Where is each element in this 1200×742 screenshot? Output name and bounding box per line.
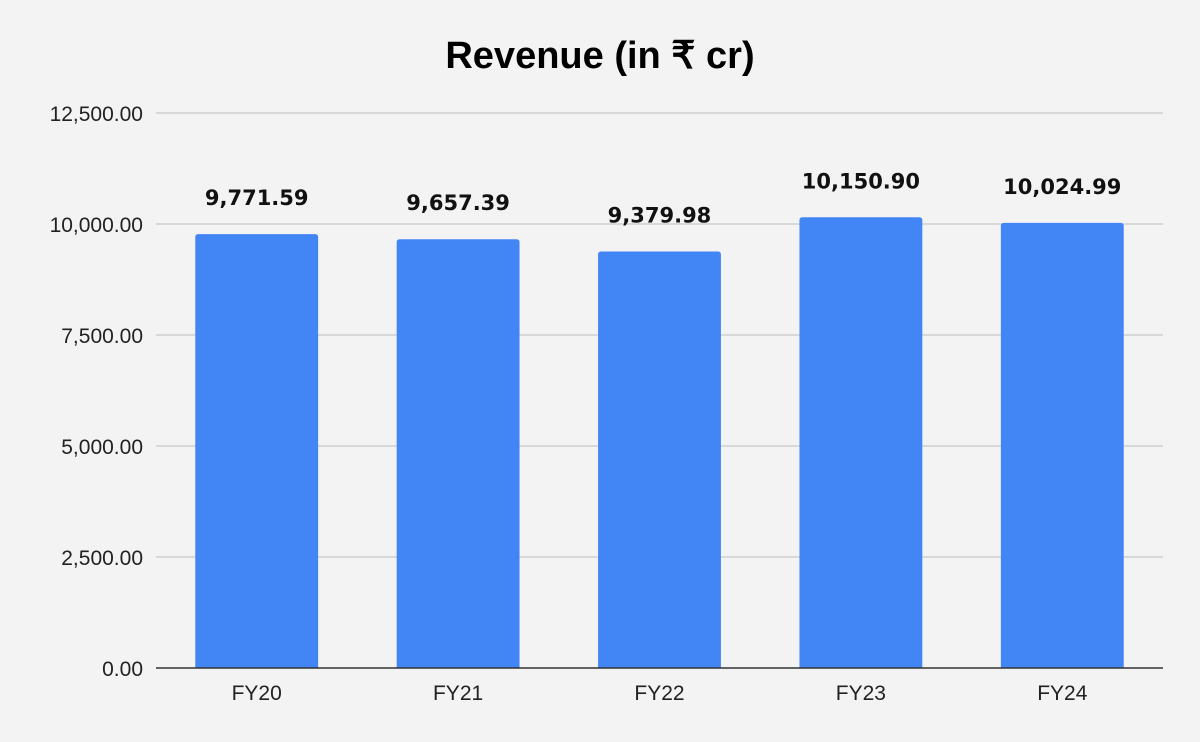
y-tick-label: 5,000.00 [61,436,143,459]
y-tick-label: 2,500.00 [61,547,143,570]
y-axis-ticks: 0.00 2,500.00 5,000.00 7,500.00 10,000.00 12,… [50,103,143,681]
bars [195,217,1124,669]
x-tick-label: FY20 [232,682,282,705]
x-axis-ticks: FY20 FY21 FY22 FY23 FY24 [232,682,1088,705]
data-label: 10,024.99 [1003,175,1121,199]
bar [195,234,319,668]
data-labels: 9,771.59 9,657.39 9,379.98 10,150.90 10,024.… [205,169,1122,227]
data-label: 9,771.59 [205,186,309,210]
x-tick-label: FY21 [433,682,483,705]
x-tick-label: FY22 [634,682,684,705]
y-tick-label: 12,500.00 [50,103,143,126]
y-tick-label: 0.00 [102,658,143,681]
x-tick-label: FY23 [836,682,886,705]
bar [1000,222,1124,668]
chart-title: Revenue (in ₹ cr) [445,35,754,77]
x-tick-label: FY24 [1037,682,1088,705]
y-tick-label: 7,500.00 [61,325,143,348]
data-label: 9,657.39 [406,191,510,215]
bar [396,239,520,668]
data-label: 9,379.98 [608,204,712,228]
data-label: 10,150.90 [802,169,920,193]
bar [799,217,923,668]
y-tick-label: 10,000.00 [50,214,143,237]
bar [598,251,721,669]
